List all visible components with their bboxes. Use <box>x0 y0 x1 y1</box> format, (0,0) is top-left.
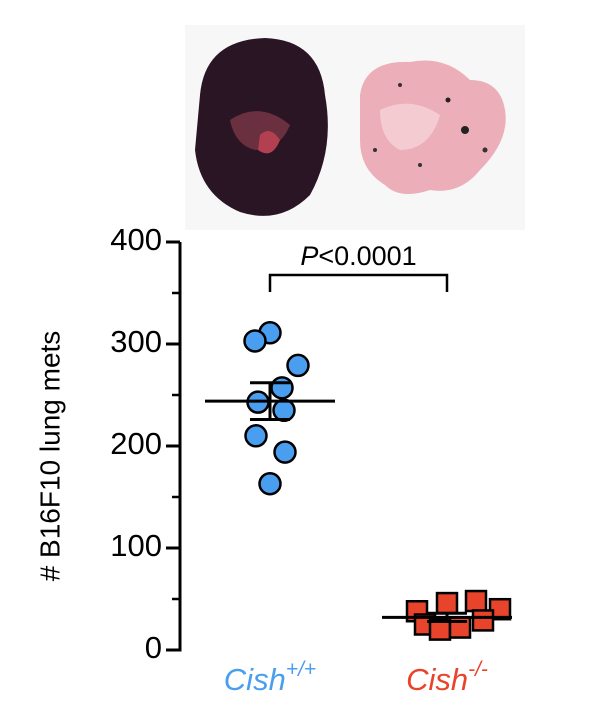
y-tick-label: 0 <box>145 630 162 665</box>
significance-bracket <box>268 273 449 292</box>
annotation-italic: P <box>300 241 318 271</box>
lung-wildtype-spot <box>258 131 280 154</box>
lung-spot <box>398 83 402 87</box>
y-axis-label: # B16F10 lung mets <box>34 331 65 582</box>
y-tick-label: 300 <box>110 324 162 359</box>
lung-photos <box>185 25 525 230</box>
data-point <box>286 353 310 378</box>
data-point <box>244 424 268 448</box>
data-point <box>258 471 282 496</box>
lung-spot <box>461 126 469 134</box>
y-tick-label: 100 <box>110 528 162 563</box>
lung-spot <box>445 97 451 103</box>
lung-spot <box>482 147 488 153</box>
x-tick-label: Cish+/+ <box>224 658 316 698</box>
data-point <box>272 398 296 423</box>
annotation-text: <0.0001 <box>318 241 416 271</box>
category-base: Cish <box>224 662 286 697</box>
data-point <box>273 440 297 464</box>
data-point <box>270 376 294 400</box>
annotation: P<0.0001 <box>300 241 416 271</box>
data-point <box>464 589 488 613</box>
y-tick-label: 400 <box>110 222 162 257</box>
lung-spot <box>418 163 422 167</box>
category-sup: +/+ <box>286 658 316 681</box>
data-point <box>435 591 459 615</box>
lung-spot <box>373 148 377 152</box>
data-point <box>243 329 267 353</box>
category-base: Cish <box>406 662 468 697</box>
category-sup: -/- <box>468 658 488 681</box>
lung-knockout-lobe <box>380 103 440 150</box>
data-point <box>471 609 495 632</box>
y-tick-label: 200 <box>110 426 162 461</box>
x-tick-label: Cish-/- <box>406 658 488 698</box>
